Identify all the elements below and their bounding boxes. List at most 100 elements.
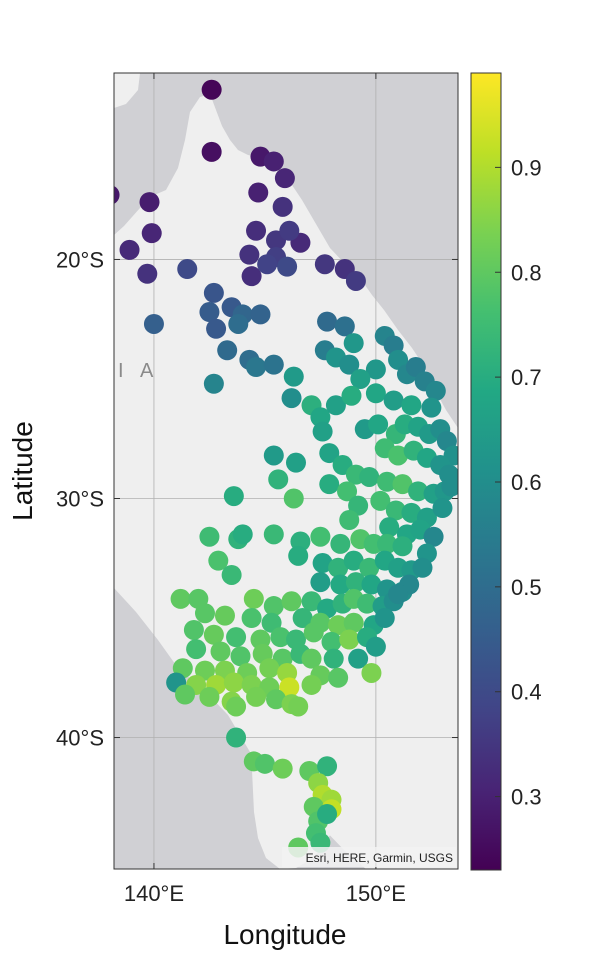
data-point	[343, 612, 364, 633]
data-point	[423, 526, 444, 547]
data-point	[277, 256, 298, 277]
data-point	[317, 756, 338, 777]
data-point	[421, 397, 442, 418]
data-point	[339, 354, 360, 375]
data-point	[339, 510, 360, 531]
data-point	[328, 667, 349, 688]
data-point	[379, 517, 400, 538]
data-point	[281, 388, 302, 409]
data-point	[272, 196, 293, 217]
colorbar-tick-label: 0.3	[511, 785, 542, 810]
data-point	[330, 574, 351, 595]
data-point	[365, 383, 386, 404]
data-point	[254, 753, 275, 774]
data-point	[328, 557, 349, 578]
data-point	[203, 624, 224, 645]
data-point	[243, 588, 264, 609]
colorbar-tick-label: 0.5	[511, 575, 542, 600]
data-point	[361, 574, 382, 595]
data-point	[230, 646, 251, 667]
data-point	[263, 524, 284, 545]
data-point	[343, 333, 364, 354]
data-point	[301, 674, 322, 695]
data-point	[221, 564, 242, 585]
data-point	[285, 452, 306, 473]
data-point	[246, 686, 267, 707]
data-point	[199, 526, 220, 547]
data-point	[241, 608, 262, 629]
data-point	[388, 584, 409, 605]
x-tick-label: 140°E	[124, 881, 184, 906]
data-point	[226, 727, 247, 748]
data-point	[361, 662, 382, 683]
data-point	[319, 474, 340, 495]
data-point	[345, 270, 366, 291]
data-point	[223, 672, 244, 693]
data-point	[310, 526, 331, 547]
data-point	[279, 220, 300, 241]
data-point	[268, 469, 289, 490]
data-point	[175, 684, 196, 705]
data-point	[257, 254, 278, 275]
data-point	[283, 488, 304, 509]
data-point	[401, 502, 422, 523]
data-point	[301, 648, 322, 669]
data-point	[341, 385, 362, 406]
data-point	[425, 380, 446, 401]
data-point	[323, 648, 344, 669]
data-point	[250, 304, 271, 325]
data-point	[274, 168, 295, 189]
data-point	[203, 373, 224, 394]
data-point	[359, 466, 380, 487]
axis-ticks: 140°E 150°E 20°S 30°S 40°S	[56, 73, 458, 906]
data-point	[263, 354, 284, 375]
colorbar-tick-label: 0.6	[511, 470, 542, 495]
data-point	[210, 641, 231, 662]
data-point	[232, 524, 253, 545]
data-point	[368, 414, 389, 435]
data-point	[357, 593, 378, 614]
data-point	[279, 677, 300, 698]
data-point	[374, 608, 395, 629]
data-point	[266, 689, 287, 710]
data-point	[392, 474, 413, 495]
data-point	[328, 615, 349, 636]
colorbar-tick-label: 0.4	[511, 680, 542, 705]
data-point	[170, 588, 191, 609]
data-point	[119, 239, 140, 260]
data-point	[141, 223, 162, 244]
data-point	[337, 481, 358, 502]
data-point	[143, 313, 164, 334]
axes-frame	[113, 72, 459, 870]
data-point	[350, 368, 371, 389]
data-point	[223, 486, 244, 507]
data-point	[401, 395, 422, 416]
attribution-box: Esri, HERE, Garmin, USGS	[282, 847, 456, 867]
colorbar-tick-label: 0.7	[511, 365, 542, 390]
x-axis-title: Longitude	[223, 919, 346, 950]
y-tick-label: 20°S	[56, 247, 104, 272]
data-point	[201, 79, 222, 100]
data-point	[199, 686, 220, 707]
colorbar: 0.3 0.4 0.5 0.6 0.7 0.8 0.9	[470, 72, 542, 871]
colorbar-tick-label: 0.9	[511, 155, 542, 180]
data-point	[288, 696, 309, 717]
data-point	[248, 182, 269, 203]
data-point	[283, 366, 304, 387]
data-point	[317, 311, 338, 332]
data-point	[339, 629, 360, 650]
data-point	[217, 340, 238, 361]
basemap: I A	[114, 73, 458, 869]
data-points	[114, 79, 458, 858]
y-tick-label: 30°S	[56, 486, 104, 511]
data-point	[376, 471, 397, 492]
data-point	[312, 553, 333, 574]
data-point	[228, 313, 249, 334]
data-point	[359, 557, 380, 578]
data-point	[177, 259, 198, 280]
data-point	[137, 263, 158, 284]
data-point	[194, 660, 215, 681]
data-point	[365, 359, 386, 380]
data-point	[405, 357, 426, 378]
